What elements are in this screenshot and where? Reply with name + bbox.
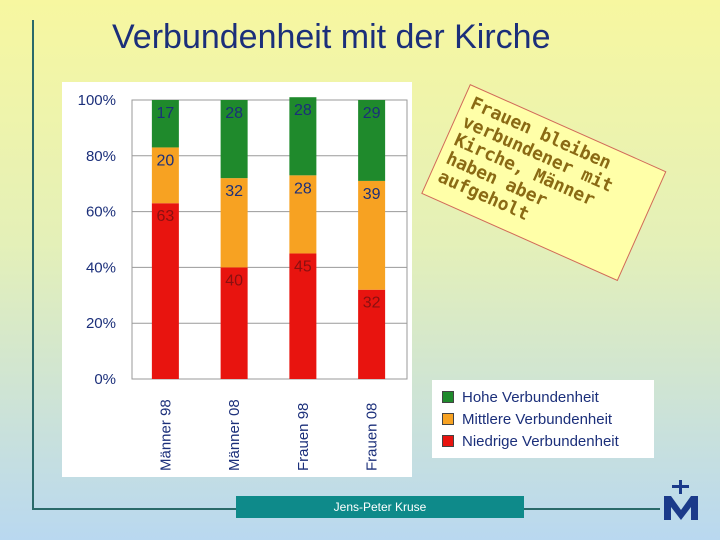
x-category-label: Frauen 98 xyxy=(295,403,312,471)
data-label: 17 xyxy=(156,105,174,122)
bar-segment xyxy=(151,147,179,204)
y-tick-label: 100% xyxy=(78,92,116,109)
data-label: 28 xyxy=(225,105,243,122)
data-label: 28 xyxy=(294,102,312,119)
stacked-bar-chart: 0% 20% 40% 60% 80% 100% 63 20 17 Männer 98 40 32 28 M… xyxy=(78,92,408,471)
bar-segment xyxy=(358,100,386,181)
footer-bar: Jens-Peter Kruse xyxy=(236,496,524,518)
data-label: 45 xyxy=(294,258,312,275)
y-tick-label: 0% xyxy=(94,371,116,388)
legend-item: Niedrige Verbundenheit xyxy=(442,430,644,452)
annotation-note: Frauen bleiben verbundener mit Kirche, M… xyxy=(421,84,667,282)
x-category-label: Männer 08 xyxy=(226,399,243,471)
y-tick-label: 60% xyxy=(86,204,116,221)
data-label: 32 xyxy=(225,183,243,200)
y-tick-label: 20% xyxy=(86,315,116,332)
data-label: 28 xyxy=(294,180,312,197)
bar-segment xyxy=(289,253,317,379)
left-rule xyxy=(32,20,34,510)
bar-segment xyxy=(220,267,248,379)
data-label: 40 xyxy=(225,272,243,289)
bar-segment xyxy=(220,178,248,268)
chart-legend: Hohe Verbundenheit Mittlere Verbundenheit… xyxy=(432,380,654,458)
legend-label: Hohe Verbundenheit xyxy=(462,388,599,406)
bar-segment xyxy=(220,100,248,179)
y-tick-label: 80% xyxy=(86,148,116,165)
data-label: 63 xyxy=(156,208,174,225)
data-label: 29 xyxy=(363,105,381,122)
chart-area: 0% 20% 40% 60% 80% 100% 63 20 17 Männer 98 40 32 28 M… xyxy=(62,82,412,477)
bar-segment xyxy=(289,175,317,254)
bar-segment xyxy=(151,100,179,148)
bar-segment xyxy=(358,289,386,379)
legend-item: Hohe Verbundenheit xyxy=(442,386,644,408)
legend-swatch xyxy=(442,435,454,447)
data-label: 39 xyxy=(363,186,381,203)
annotation-text: Frauen bleiben verbundener mit Kirche, M… xyxy=(434,93,627,226)
cross-m-logo-icon xyxy=(664,480,698,520)
bar-segment xyxy=(289,97,317,176)
data-label: 32 xyxy=(363,295,381,312)
bar-segment xyxy=(358,180,386,290)
footer-author: Jens-Peter Kruse xyxy=(333,500,427,514)
legend-swatch xyxy=(442,391,454,403)
slide-title: Verbundenheit mit der Kirche xyxy=(112,18,551,56)
legend-label: Mittlere Verbundenheit xyxy=(462,410,613,428)
x-category-label: Männer 98 xyxy=(157,399,174,471)
plot-border xyxy=(131,99,408,380)
x-category-label: Frauen 08 xyxy=(364,403,381,471)
legend-label: Niedrige Verbundenheit xyxy=(462,432,619,450)
legend-swatch xyxy=(442,413,454,425)
legend-item: Mittlere Verbundenheit xyxy=(442,408,644,430)
bar-segment xyxy=(151,203,179,379)
data-label: 20 xyxy=(156,152,174,169)
y-tick-label: 40% xyxy=(86,259,116,276)
